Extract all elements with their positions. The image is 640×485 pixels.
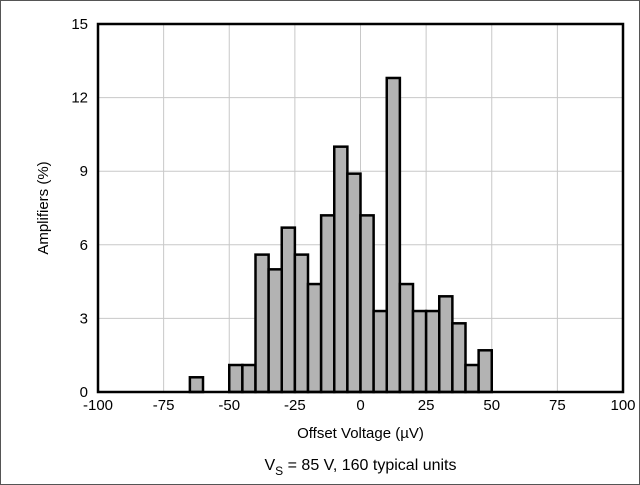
y-tick-label-5: 15 — [71, 16, 88, 33]
x-tick-label-8: 100 — [610, 397, 635, 414]
caption-text: = 85 V, 160 typical units — [283, 457, 456, 474]
y-tick-label-1: 3 — [80, 310, 88, 327]
histogram-bar-6 — [293, 253, 310, 394]
histogram-bar-17 — [438, 295, 454, 394]
x-tick-label-4: 0 — [356, 397, 364, 414]
histogram-bar-8 — [319, 214, 336, 394]
x-tick-label-2: -50 — [218, 397, 240, 414]
histogram-bar-7 — [306, 282, 323, 394]
histogram-bar-5 — [280, 226, 297, 394]
histogram-bar-0 — [188, 376, 205, 394]
histogram-bar-12 — [372, 309, 388, 394]
histogram-bars — [188, 76, 493, 394]
histogram-bar-20 — [477, 349, 493, 394]
y-axis-label: Amplifiers (%) — [35, 161, 52, 254]
histogram-bar-9 — [333, 145, 349, 394]
chart-caption: VS = 85 V, 160 typical units — [265, 457, 457, 478]
x-tick-label-7: 75 — [549, 397, 566, 414]
y-axis-ticks: 0 3 6 9 12 15 — [71, 16, 88, 401]
histogram-bar-16 — [424, 309, 441, 394]
y-tick-label-4: 12 — [71, 90, 88, 107]
caption-subscript: S — [275, 464, 283, 478]
x-tick-label-0: -100 — [83, 397, 113, 414]
x-tick-label-3: -25 — [284, 397, 306, 414]
x-tick-label-5: 25 — [418, 397, 435, 414]
histogram-bar-3 — [254, 253, 270, 394]
caption-symbol: V — [265, 457, 276, 474]
histogram-bar-15 — [411, 309, 428, 394]
histogram-bar-1 — [228, 363, 244, 394]
histogram-bar-10 — [346, 172, 362, 394]
y-tick-label-2: 6 — [80, 237, 88, 254]
y-tick-label-0: 0 — [80, 384, 88, 401]
x-tick-label-6: 50 — [483, 397, 500, 414]
histogram-bar-14 — [398, 282, 415, 394]
histogram-bar-19 — [464, 363, 480, 394]
histogram-bar-13 — [385, 76, 402, 394]
histogram-bar-4 — [267, 268, 283, 394]
y-tick-label-3: 9 — [80, 163, 88, 180]
histogram-bar-11 — [359, 214, 375, 394]
histogram-bar-18 — [451, 322, 467, 394]
histogram-bar-2 — [241, 363, 257, 394]
plot-area-border — [96, 22, 625, 394]
x-axis-label: Offset Voltage (µV) — [297, 425, 424, 442]
x-axis-ticks: -100 -75 -50 -25 0 25 50 75 100 — [83, 397, 636, 414]
x-tick-label-1: -75 — [153, 397, 175, 414]
